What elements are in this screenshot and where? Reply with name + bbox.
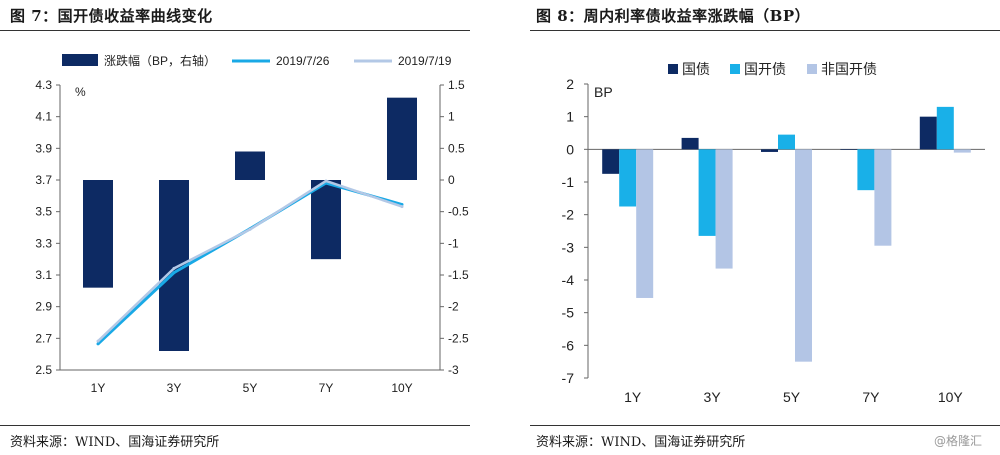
legend-label-2019-07-26: 2019/7/26 (276, 54, 330, 68)
legend-label: 国开债 (744, 61, 786, 77)
legend-swatch (668, 64, 678, 74)
right-chart-title: 图 8：周内利率债收益率涨跌幅（BP） (536, 7, 811, 25)
line-point (248, 227, 252, 231)
bar-0 (681, 137, 699, 150)
line-point (96, 342, 100, 346)
right-y-tick-label: 0.5 (448, 141, 465, 155)
y-tick-label: 2 (566, 76, 574, 92)
line-2019-07-19 (97, 179, 403, 343)
y-tick-label: -3 (562, 239, 575, 255)
right-y-tick-label: -2 (448, 300, 459, 314)
legend-swatch (730, 64, 740, 74)
left-y-tick-label: 4.1 (35, 110, 52, 124)
legend-label-2019-07-19: 2019/7/19 (398, 54, 452, 68)
left-y-tick-label: 2.7 (35, 331, 52, 345)
left-y-tick-label: 3.3 (35, 236, 52, 250)
line-point (172, 266, 176, 270)
left-source-note: 资料来源：WIND、国海证券研究所 (10, 435, 220, 450)
left-y-tick-label: 2.9 (35, 300, 52, 314)
change-bar (235, 151, 265, 180)
right-y-tick-label: 1 (448, 110, 455, 124)
x-tick-label: 7Y (862, 389, 880, 405)
change-bar (83, 180, 113, 288)
y-tick-label: -6 (562, 337, 575, 353)
legend-swatch (807, 64, 817, 74)
y-tick-label: 1 (566, 109, 574, 125)
bar-2 (795, 149, 812, 362)
right-y-tick-label: -0.5 (448, 205, 469, 219)
line-point (400, 205, 404, 209)
bar-1 (857, 149, 875, 191)
legend-swatch-bar (62, 54, 98, 66)
weekly-change-chart: 2 1 0 -1 -2 -3 -4 -5 -6 -7 BP 1Y 3Y 5Y 7Y 10Y 国债 国开债 非国开债 (562, 61, 985, 405)
x-tick-label: 5Y (243, 381, 258, 395)
legend-label: 非国开债 (821, 61, 877, 77)
bar-2 (953, 149, 971, 153)
left-y-tick-label: 3.7 (35, 173, 52, 187)
right-y-tick-label: -2.5 (448, 331, 469, 345)
bar-0 (602, 149, 620, 174)
x-tick-label: 3Y (167, 381, 182, 395)
y-tick-label: -1 (562, 174, 575, 190)
y-axis-unit: BP (594, 84, 613, 100)
line-point (324, 179, 328, 183)
right-y-tick-label: -3 (448, 363, 459, 377)
legend-label: 国债 (682, 61, 710, 77)
bar-2 (715, 149, 733, 269)
x-tick-label: 10Y (938, 389, 964, 405)
bar-1 (619, 149, 637, 207)
left-y-tick-label: 3.5 (35, 205, 52, 219)
left-y-tick-label: 4.3 (35, 78, 52, 92)
left-source-rule (0, 425, 470, 426)
x-tick-label: 3Y (704, 389, 722, 405)
x-tick-label: 1Y (91, 381, 106, 395)
left-chart-title: 图 7：国开债收益率曲线变化 (10, 7, 213, 25)
y-tick-label: -4 (562, 272, 575, 288)
bar-0 (919, 116, 937, 150)
line-point (96, 339, 100, 343)
line-point (172, 271, 176, 275)
change-bar (387, 97, 417, 180)
left-y-tick-label: 3.1 (35, 268, 52, 282)
left-y-tick-label: 2.5 (35, 363, 52, 377)
change-bar (311, 180, 341, 260)
right-y-tick-label: 1.5 (448, 78, 465, 92)
bar-1 (778, 134, 795, 150)
right-y-tick-label: -1 (448, 236, 459, 250)
bar-2 (636, 149, 654, 298)
x-tick-label: 10Y (391, 381, 412, 395)
watermark: @格隆汇 (934, 434, 983, 448)
right-source-note: 资料来源：WIND、国海证券研究所 (536, 435, 746, 450)
right-y-tick-label: -1.5 (448, 268, 469, 282)
yield-curve-chart: 4.3 4.1 3.9 3.7 3.5 3.3 3.1 2.9 2.7 2.5 1.5 1 0.5 0 -0… (35, 53, 469, 395)
left-y-tick-label: 3.9 (35, 141, 52, 155)
legend-label-bar: 涨跌幅（BP，右轴） (104, 53, 216, 68)
line-2019-07-26 (96, 181, 403, 345)
left-y-axis-unit: % (75, 85, 86, 99)
left-title-rule (0, 30, 470, 31)
right-source-rule (530, 425, 1000, 426)
bar-0 (840, 149, 858, 150)
x-tick-label: 1Y (624, 389, 642, 405)
bar-1 (936, 106, 954, 150)
bar-2 (874, 149, 892, 246)
y-tick-label: -2 (562, 207, 575, 223)
y-tick-label: -7 (562, 370, 575, 386)
bar-0 (761, 149, 778, 152)
right-title-rule (530, 30, 1000, 31)
y-tick-label: -5 (562, 305, 575, 321)
y-tick-label: 0 (566, 141, 574, 157)
right-y-tick-label: 0 (448, 173, 455, 187)
x-tick-label: 7Y (319, 381, 334, 395)
bar-1 (698, 149, 716, 236)
x-tick-label: 5Y (783, 389, 801, 405)
